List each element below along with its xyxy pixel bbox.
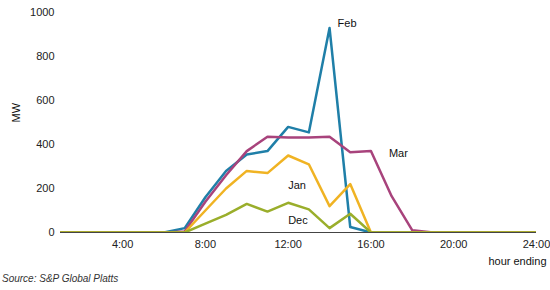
svg-text:0: 0 bbox=[48, 226, 54, 238]
html-text:Source: S&P Global Platts: Source: S&P Global Platts bbox=[2, 273, 119, 284]
svg-text:20:00: 20:00 bbox=[440, 238, 468, 250]
svg-text:hour ending: hour ending bbox=[488, 255, 546, 267]
svg-text:200: 200 bbox=[36, 182, 54, 194]
svg-text:MW: MW bbox=[10, 102, 22, 122]
svg-text:600: 600 bbox=[36, 94, 54, 106]
svg-text:Feb: Feb bbox=[338, 17, 357, 29]
svg-text:8:00: 8:00 bbox=[195, 238, 216, 250]
svg-text:400: 400 bbox=[36, 138, 54, 150]
svg-text:4:00: 4:00 bbox=[112, 238, 133, 250]
svg-text:800: 800 bbox=[36, 50, 54, 62]
svg-text:Dec: Dec bbox=[288, 214, 308, 226]
svg-text:12:00: 12:00 bbox=[274, 238, 302, 250]
svg-text:Jan: Jan bbox=[288, 179, 306, 191]
svg-text:24:00: 24:00 bbox=[523, 238, 550, 250]
svg-text:Mar: Mar bbox=[389, 147, 408, 159]
svg-text:1000: 1000 bbox=[30, 6, 54, 18]
svg-text:16:00: 16:00 bbox=[357, 238, 385, 250]
